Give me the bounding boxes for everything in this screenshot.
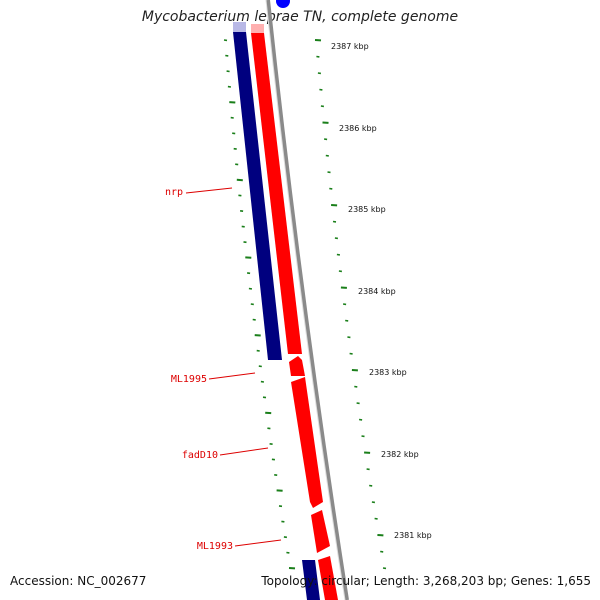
- position-marker[interactable]: [276, 0, 290, 8]
- nrp-gene-arrow-tip: [233, 22, 246, 32]
- genome-title: Mycobacterium leprae TN, complete genome: [141, 9, 459, 25]
- scale-label-2387: 2387 kbp: [331, 42, 369, 51]
- gene-label-ml1995[interactable]: ML1995: [171, 374, 207, 385]
- fadd10-gene-arrow[interactable]: [291, 377, 323, 508]
- genome-summary-text: Topology: circular; Length: 3,268,203 bp…: [261, 574, 591, 588]
- scale-label-2385: 2385 kbp: [348, 205, 386, 214]
- genome-backbone-highlight: [265, 0, 346, 600]
- scale-label-2383: 2383 kbp: [369, 368, 407, 377]
- gene-label-fadd10[interactable]: fadD10: [182, 450, 218, 461]
- genome-backbone: [266, 0, 349, 600]
- ml1993-leader-line: [234, 539, 282, 547]
- gene-label-ml1993[interactable]: ML1993: [197, 541, 233, 552]
- left-tick-column: [223, 39, 296, 570]
- scale-label-2381: 2381 kbp: [394, 531, 432, 540]
- nrp-leader-line: [185, 187, 233, 194]
- accession-text: Accession: NC_002677: [10, 574, 147, 588]
- fadd10-leader-line: [219, 447, 269, 456]
- ml1993-gene-arrow[interactable]: [311, 510, 330, 553]
- long-forward-gene-arrow[interactable]: [251, 33, 302, 354]
- scale-label-2386: 2386 kbp: [339, 124, 377, 133]
- scale-label-2382: 2382 kbp: [381, 450, 419, 459]
- forward-gene-top: [251, 24, 264, 33]
- ml1995-gene-arrow[interactable]: [289, 356, 305, 376]
- nrp-gene-arrow[interactable]: [233, 32, 282, 360]
- right-tick-column: [314, 39, 387, 570]
- gene-label-nrp[interactable]: nrp: [165, 187, 183, 198]
- ml1995-leader-line: [208, 372, 256, 380]
- reverse-gene-bottom[interactable]: [302, 560, 320, 600]
- forward-gene-bottom[interactable]: [318, 556, 338, 600]
- scale-label-2384: 2384 kbp: [358, 287, 396, 296]
